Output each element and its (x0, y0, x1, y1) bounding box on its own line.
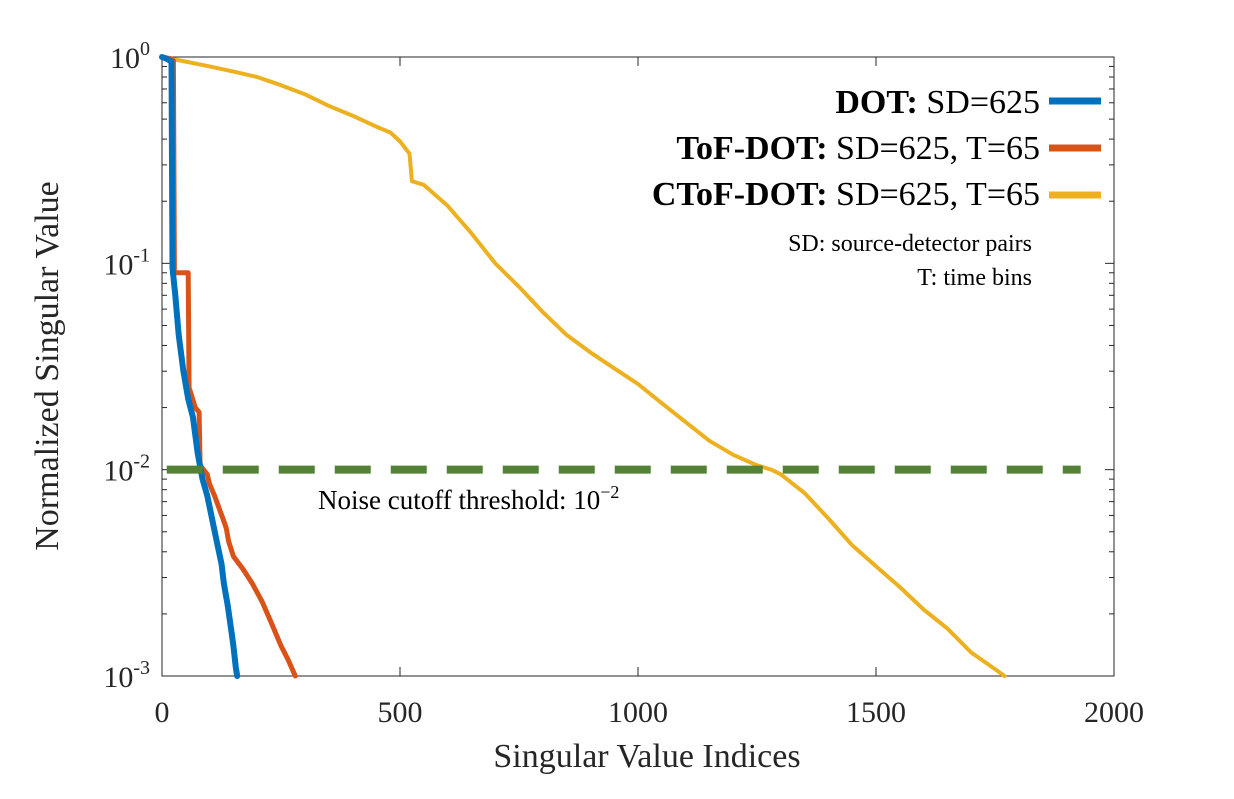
legend-detail-dot: SD=625 (926, 84, 1040, 121)
threshold-annotation-text: Noise cutoff threshold: (318, 485, 573, 515)
threshold-annotation: Noise cutoff threshold: 10−2 (318, 482, 619, 515)
y-tick-label: 10-2 (103, 451, 150, 488)
legend-note-t: T: time bins (917, 265, 1032, 291)
threshold-annotation-base: 10 (573, 485, 600, 515)
axis-ticks (161, 56, 1115, 677)
threshold-annotation-exp: −2 (600, 482, 619, 502)
legend-detail-ctof-dot: SD=625, T=65 (836, 176, 1040, 213)
legend-note-sd: SD: source-detector pairs (788, 231, 1032, 257)
x-tick-label: 1000 (608, 696, 668, 729)
legend-entry-dot: DOT: SD=625 (835, 84, 1040, 121)
legend-entry-ctof-dot: CToF-DOT: SD=625, T=65 (652, 176, 1040, 213)
legend-label-dot: DOT: (835, 84, 917, 121)
tick-labels: 0 500 1000 1500 2000 10-3 10-2 10-1 100 (103, 38, 1144, 729)
y-axis-title: Normalized Singular Value (29, 181, 66, 551)
legend-label-tof-dot: ToF-DOT: (676, 130, 827, 167)
legend-detail-tof-dot: SD=625, T=65 (836, 130, 1040, 167)
legend-label-ctof-dot: CToF-DOT: (652, 176, 828, 213)
y-tick-label: 10-3 (103, 657, 150, 694)
series-line-dot (159, 54, 241, 679)
x-tick-label: 0 (155, 696, 170, 729)
legend: DOT: SD=625 ToF-DOT: SD=625, T=65 CToF-D… (652, 84, 1101, 291)
x-tick-label: 500 (378, 696, 423, 729)
legend-entry-tof-dot: ToF-DOT: SD=625, T=65 (676, 130, 1040, 167)
x-axis-title: Singular Value Indices (493, 738, 800, 775)
series-line-ctof-dot (160, 55, 1007, 678)
data-series (159, 54, 1007, 679)
y-tick-label: 100 (110, 38, 150, 75)
x-tick-label: 1500 (846, 696, 906, 729)
y-tick-label: 10-1 (103, 244, 150, 281)
x-tick-label: 2000 (1084, 696, 1144, 729)
